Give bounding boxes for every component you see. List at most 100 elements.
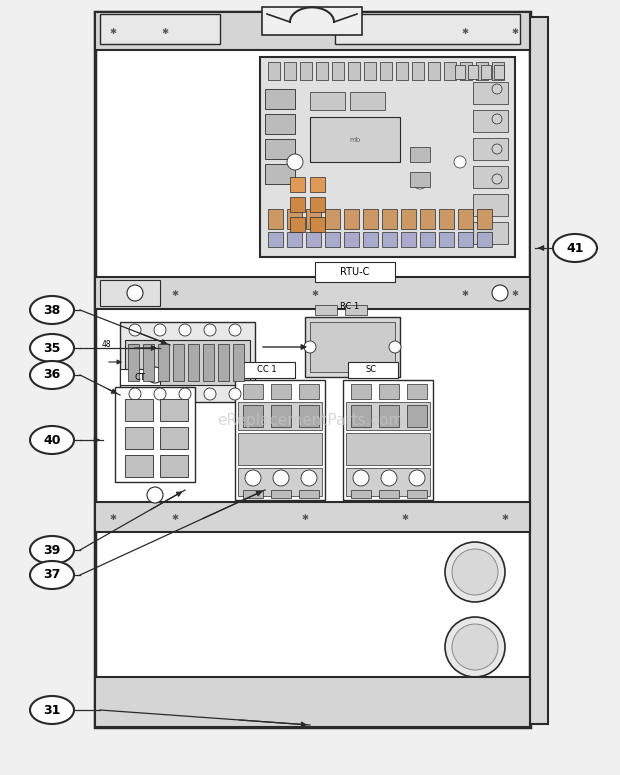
Bar [363,209,378,229]
Bar [290,177,305,192]
Circle shape [304,341,316,353]
Bar [160,399,188,421]
Text: ✱: ✱ [461,288,469,298]
Bar [310,117,400,162]
Circle shape [245,470,261,486]
Bar [410,172,430,187]
Text: SC: SC [365,366,376,374]
Ellipse shape [30,296,74,324]
Bar [95,12,530,50]
Bar [315,262,395,282]
Bar [530,17,548,724]
Bar [100,14,220,44]
Bar [95,277,530,309]
Bar [243,384,263,399]
Bar [299,405,319,427]
Ellipse shape [30,561,74,589]
Bar [271,490,291,498]
Text: CC 1: CC 1 [257,366,277,374]
Bar [310,217,325,232]
Bar [125,399,153,421]
Bar [95,677,530,727]
Text: RC 1: RC 1 [340,302,359,311]
Ellipse shape [30,536,74,564]
Bar [120,322,255,402]
Bar [439,232,454,247]
Circle shape [147,367,163,383]
Bar [315,305,337,315]
Bar [271,384,291,399]
Bar [95,502,530,532]
Circle shape [492,174,502,184]
Bar [494,65,504,79]
Bar [473,222,508,244]
Circle shape [492,84,502,94]
Text: ✱: ✱ [402,512,409,522]
Bar [428,62,440,80]
Bar [332,62,344,80]
Circle shape [127,285,143,301]
Bar [262,7,362,35]
Text: mb: mb [350,137,361,143]
Bar [310,322,395,372]
Bar [287,209,302,229]
Text: ✱: ✱ [172,288,179,298]
Circle shape [287,154,303,170]
Bar [125,340,250,385]
Bar [468,65,478,79]
Bar [379,490,399,498]
Bar [260,57,515,257]
Bar [458,232,473,247]
Bar [473,166,508,188]
Bar [238,468,322,496]
Bar [379,405,399,427]
Bar [306,232,321,247]
Circle shape [273,470,289,486]
Ellipse shape [30,334,74,362]
Circle shape [179,388,191,400]
Bar [379,384,399,399]
Circle shape [301,470,317,486]
Circle shape [409,470,425,486]
Circle shape [452,549,498,595]
Bar [382,232,397,247]
Bar [476,62,488,80]
Circle shape [353,470,369,486]
Circle shape [492,144,502,154]
Bar [233,344,244,381]
Text: eReplacementParts.com: eReplacementParts.com [217,412,403,428]
Bar [473,138,508,160]
Circle shape [154,324,166,336]
Bar [143,344,154,381]
Circle shape [129,324,141,336]
Text: ✱: ✱ [110,512,117,522]
Circle shape [389,341,401,353]
Text: 35: 35 [43,342,61,354]
Bar [310,92,345,110]
Ellipse shape [553,234,597,262]
Circle shape [154,388,166,400]
Text: ✱: ✱ [311,26,319,36]
Bar [287,232,302,247]
Text: ✱: ✱ [110,26,117,36]
Text: 41: 41 [566,242,584,254]
Bar [235,380,325,500]
Bar [407,490,427,498]
Bar [325,232,340,247]
Bar [299,490,319,498]
Circle shape [229,324,241,336]
Bar [351,405,371,427]
Bar [401,232,416,247]
Bar [128,344,139,381]
Circle shape [413,175,427,189]
Bar [473,82,508,104]
Circle shape [147,487,163,503]
Bar [243,490,263,498]
Bar [407,405,427,427]
Text: 38: 38 [43,304,61,316]
Text: ✱: ✱ [311,288,319,298]
Circle shape [445,617,505,677]
Bar [477,209,492,229]
Bar [458,209,473,229]
Bar [310,197,325,212]
